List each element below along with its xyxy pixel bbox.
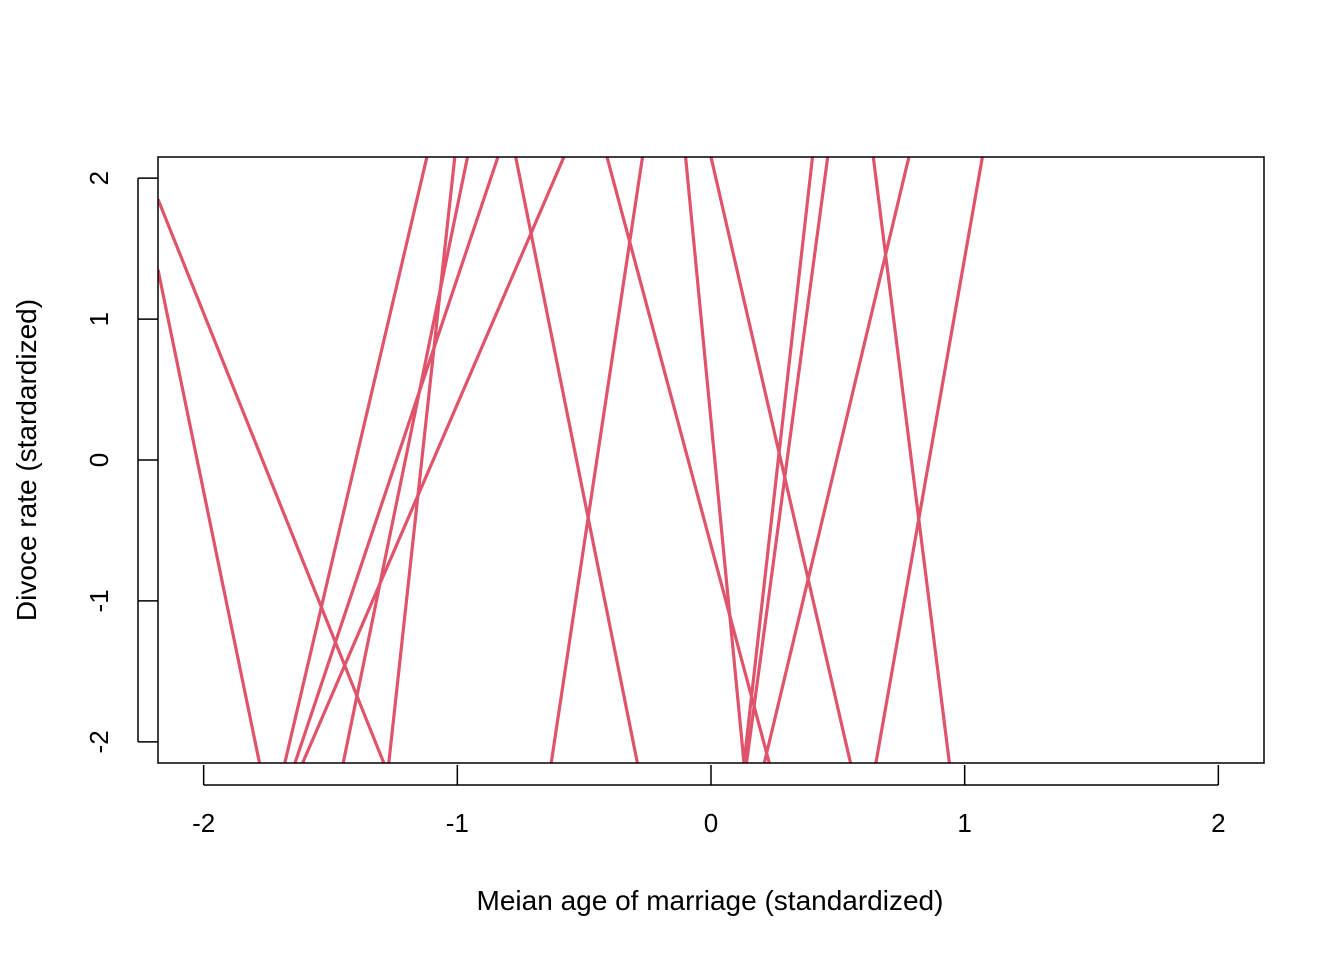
series-line-2 — [158, 269, 262, 763]
series-line-7 — [387, 157, 457, 763]
series-line-1 — [158, 198, 386, 763]
y-axis-title: Divoce rate (stardardized) — [11, 299, 42, 621]
x-tick-label-3: 1 — [957, 808, 971, 838]
x-axis-title: Meian age of marriage (standardized) — [477, 885, 944, 916]
series-line-6 — [341, 157, 470, 763]
series-line-13 — [742, 157, 815, 763]
x-tick-label-4: 2 — [1211, 808, 1225, 838]
y-tick-label-0: -2 — [84, 730, 114, 753]
series-line-10 — [605, 157, 771, 763]
series-line-4 — [293, 157, 500, 763]
x-tick-label-1: -1 — [446, 808, 469, 838]
x-axis: -2 -1 0 1 2 — [192, 765, 1226, 838]
series-line-12 — [709, 157, 853, 763]
series-line-8 — [514, 157, 639, 763]
lines-layer — [158, 157, 984, 763]
y-tick-label-1: -1 — [84, 589, 114, 612]
y-tick-label-2: 0 — [84, 453, 114, 467]
series-line-16 — [871, 157, 951, 763]
series-line-3 — [283, 157, 429, 763]
series-line-11 — [684, 157, 746, 763]
y-axis: -2 -1 0 1 2 — [84, 171, 158, 753]
y-tick-label-4: 2 — [84, 171, 114, 185]
series-line-17 — [874, 157, 984, 763]
series-line-9 — [549, 157, 645, 763]
x-tick-label-2: 0 — [704, 808, 718, 838]
series-line-5 — [301, 157, 566, 763]
x-tick-label-0: -2 — [192, 808, 215, 838]
y-tick-label-3: 1 — [84, 312, 114, 326]
series-line-14 — [744, 157, 830, 763]
